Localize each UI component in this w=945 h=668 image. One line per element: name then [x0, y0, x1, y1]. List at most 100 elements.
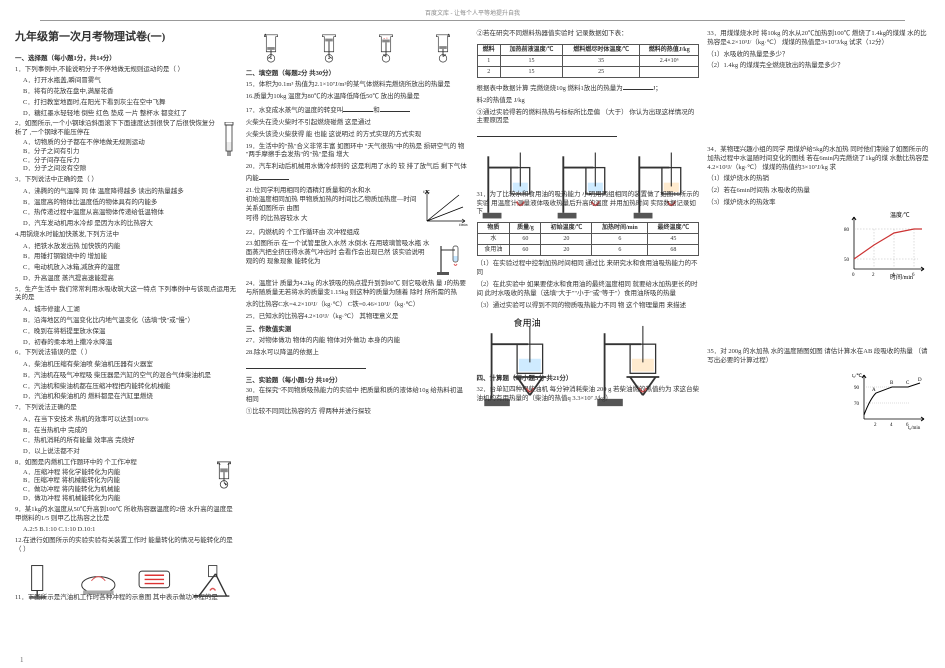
fig-d-icon — [185, 560, 238, 590]
q5-d: D．初春的柔本地上撒冷水降温 — [15, 339, 238, 348]
q3-b: B．温度高的物体比温度低的物体具有的内能多 — [15, 199, 238, 208]
blank-long — [246, 361, 366, 369]
q5-c: C．晚到在将稻提里放水保温 — [15, 328, 238, 337]
engine-q8-diagram — [210, 459, 238, 491]
th-fuel: 燃料 — [477, 44, 500, 55]
q5: 5．生产生活中 我们常常利用水吸收筑大这一特点 下列事例中与该现点运用无关的是 — [15, 286, 238, 304]
q4-c: C．电动机放入冰箱,减放弃的温度 — [15, 264, 238, 273]
q6: 6．下列说法错误的是（ ） — [15, 349, 238, 358]
q6-b: B．汽油机在吸气冲程吸 柴压器是汽缸的空气的混合气体柴油机是 — [15, 372, 238, 381]
td: 60 — [510, 234, 541, 245]
td: 1 — [477, 55, 500, 66]
fig-a-icon — [15, 560, 68, 590]
q-after1: 根据表中数据计算 完燃烧烧10g 燃料1放出的热量为J； — [477, 82, 700, 94]
q9-opts: A.2:5 B.1:10 C.1:10 D.10:1 — [15, 526, 238, 535]
chart34-ylabel: 温度/℃ — [890, 211, 910, 219]
q9: 9．某1kg的水温度从50℃升高到100℃ 所收热容器温度的2倍 水升高的温度是… — [15, 506, 238, 524]
setup-oil-icon — [590, 315, 699, 369]
q17: 17．水变成水蒸气的温度的转变叫和 — [246, 104, 469, 116]
page-header: 百度文库 - 让每个人平等地提升自我 — [0, 8, 945, 24]
q12: 12.在进行如图所示的实验实验有关装置工作时 能量转化的情况与能转化的是（ ） — [15, 537, 238, 555]
q3-c: C．热传递过程中温度从高温物体传递给低温物体 — [15, 209, 238, 218]
fig-b-icon — [72, 560, 125, 590]
q31-3: （3）通过实验可以得到不同的物质吸热能力不同 物 这个物理量用 来描述 — [477, 302, 700, 311]
td: 45 — [648, 234, 699, 245]
section-4-heading: 三、实验题（每小题1分 共10分） — [246, 377, 469, 386]
line-chart-q21: t/℃ t/min — [421, 187, 469, 227]
q34-1: （1）煤炉烧水的热销 — [707, 175, 930, 184]
q5-a: A．城市修建人工湖 — [15, 306, 238, 315]
q28: 28.除水可以降温的依据上 — [246, 349, 469, 358]
page-content: 九年级第一次月考物理试卷(一) 一、选择题（每小题1分，共14分） 1．下列事例… — [15, 30, 930, 658]
q12-figures — [15, 560, 238, 590]
svg-text:A: A — [872, 388, 876, 393]
q15: 15．体积为0.1m³ 热值为2.1×10⁷J/m³的某气体燃料完燃烧所放出的热… — [246, 81, 469, 90]
blank — [259, 172, 289, 180]
section-3-heading: 三、作数值实测 — [246, 326, 469, 335]
section-5-heading: 四、计算题（每小题3分 共21分） — [477, 375, 700, 384]
q33-2: （2）1.4kg 的煤煤完全燃烧放出的热量是多少？ — [707, 62, 930, 71]
q31: 31．为了比较水和食用油的吸热能力 小明用两组相同的装置做了如图16所示的实验 … — [477, 191, 700, 217]
header-rule — [40, 20, 905, 21]
svg-text:2: 2 — [872, 273, 875, 278]
th: 加热时间/min — [592, 223, 648, 234]
q33: 33．用煤煤烧水时 将10kg 的水从20℃加热到100℃ 燃烧了1.4kg的煤… — [707, 30, 930, 48]
q33-1: （1）水吸收的热量是多少？ — [707, 51, 930, 60]
test-tube-stand-icon — [435, 240, 469, 278]
q2-c: C．分子间存在斥力 — [15, 157, 217, 166]
svg-text:B: B — [890, 381, 894, 386]
q1-b: B．将有的花放在盘中,满屋花香 — [15, 88, 238, 97]
stand-1-icon — [477, 145, 549, 187]
td: 20 — [541, 234, 592, 245]
section-2-heading: 二、填空题（每题2分 共30分） — [246, 70, 469, 79]
q7-b: B．在当热机中 完成的 — [15, 427, 238, 436]
th-pre: 加热前液温度/℃ — [500, 44, 562, 55]
q-after3: ③通过实验得若的燃料热热与标标所比是偏 （大于） 你认为出现这样情况的主要原因是 — [477, 109, 700, 127]
q24b: 水的比热容C水=4.2×10³J/（kg·℃） C铁=0.46×10³J/（kg… — [246, 301, 469, 310]
q3-d: D．汽车发动机用水冷却 是因为水的比热容大 — [15, 220, 238, 229]
td: 15 — [500, 55, 562, 66]
engine-a-icon — [257, 32, 285, 64]
q24: 24．温度计 质量为4.2kg 的水铁吸的热点提升到到80℃ 则它吸收热 量 J… — [246, 280, 469, 298]
q8-d: D．做功冲程 将机械能转化为内能 — [15, 495, 207, 504]
q1-d: D．糖红墨水轻轻地 倒些 红色 垫成 一片 整杯水 都变红了 — [15, 110, 238, 119]
svg-text:t/℃: t/℃ — [423, 189, 430, 194]
q7-d: D．以上说法都不对 — [15, 448, 238, 457]
q3-a: A．沸腾的的气温降 同 体 温度降得越多 读出的热量越多 — [15, 188, 238, 197]
q4: 4.用锅烧水时能加快蒸发,下列方法中 — [15, 231, 238, 240]
q17b: 火柴头在烫火柴时不引起燃烧碰燃 这是通过 — [246, 119, 469, 128]
engine-c-icon — [372, 32, 400, 64]
q31-2: （2）在此实验中 如果要使水和食用油的最终温度相同 就要给水加热更长的时间 此时… — [477, 281, 700, 299]
q6-d: D．汽油机和柴油机的 燃料都是在汽缸里燃烧 — [15, 393, 238, 402]
engine-diagrams-row — [246, 32, 469, 64]
th-post: 燃料燃尽时体温度/℃ — [563, 44, 640, 55]
fig-c-icon — [128, 560, 181, 590]
th: 初始温度/℃ — [541, 223, 592, 234]
engine-b-icon — [315, 32, 343, 64]
q17-text: 17．水变成水蒸气的温度的转变叫 — [246, 107, 344, 114]
q30b: ①比较不同同比热容的方 得两种并进行探较 — [246, 408, 469, 417]
column-1: 九年级第一次月考物理试卷(一) 一、选择题（每小题1分，共14分） 1．下列事例… — [15, 30, 238, 658]
q5-b: B．沿海地区的气温变化比内地气温变化（选填"快"或"慢"） — [15, 317, 238, 326]
q1: 1．下列事例中,不能说明分子不停地做无规则运动的是（ ） — [15, 66, 238, 75]
q31-1: （1）在实验过程中控制加热时间相同 通过比 来研究水和食用油吸热能力的不同 — [477, 260, 700, 278]
td: 25 — [563, 66, 640, 77]
q7-a: A．在当下安技术 热机的效率可以达到100% — [15, 416, 238, 425]
q34-2: （2）若在6min时间热 水吸收的热量 — [707, 187, 930, 196]
svg-text:2: 2 — [874, 423, 877, 428]
setup-water-icon: 食用油 — [477, 315, 586, 369]
blank-long — [477, 129, 617, 137]
td: 2 — [477, 66, 500, 77]
stand-2-icon — [552, 145, 624, 187]
q4-a: A．把铁水放发出热 加快铁的内能 — [15, 243, 238, 252]
th: 物质 — [477, 223, 510, 234]
svg-text:80: 80 — [844, 228, 850, 233]
page-number: 1 — [20, 656, 24, 664]
svg-text:D: D — [918, 378, 922, 383]
q21c: 可得 的比热容较水 大 — [246, 215, 418, 224]
svg-text:6: 6 — [912, 273, 915, 278]
engine-d-icon — [429, 32, 457, 64]
q17c: 火柴头该烫火柴获得 能 也能 这说明过 的方式实现的方式实现 — [246, 131, 469, 140]
column-3: ②若在研究不同燃料热器值实验时 记录数据如下表： 燃料 加热前液温度/℃ 燃料燃… — [477, 30, 700, 658]
q7-c: C．热机消耗的所有能量 效率高 完烧好 — [15, 437, 238, 446]
